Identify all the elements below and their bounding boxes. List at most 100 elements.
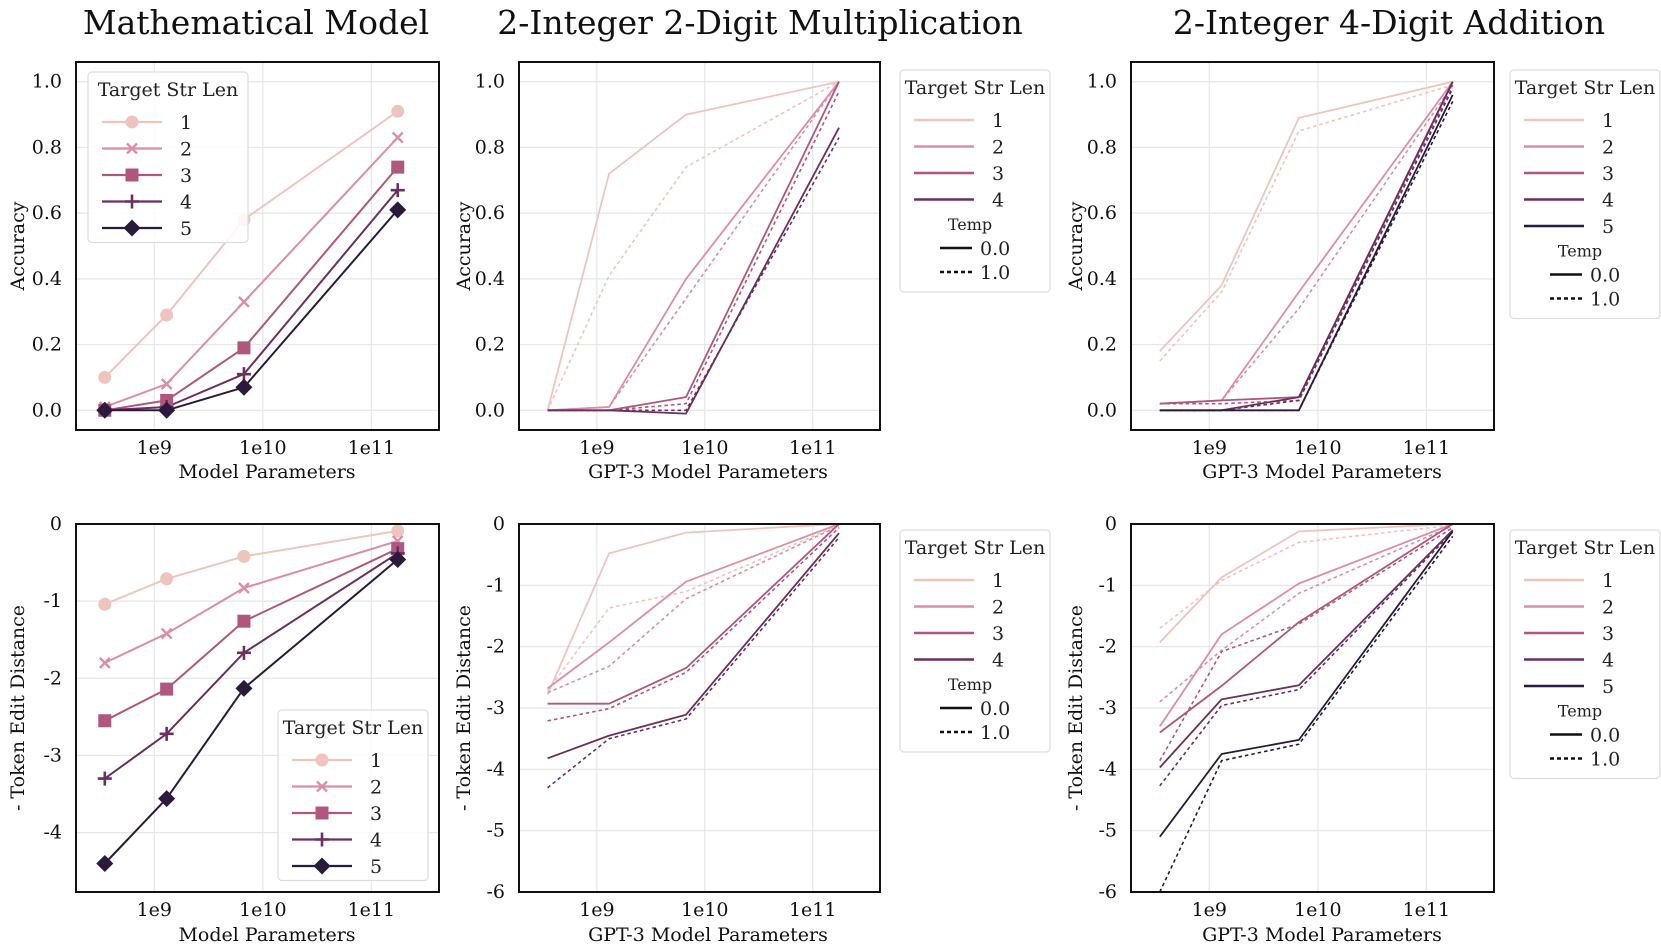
series-line-3-temp-0.0 — [1159, 524, 1454, 734]
legend-math-acc: Target Str Len 1 2 3 4 5 — [87, 71, 249, 244]
x-tick-label: 1e9 — [137, 437, 172, 459]
x-tick-label: 1e11 — [1403, 899, 1451, 921]
data-point-marker — [389, 201, 407, 219]
legend-label-3: 3 — [1602, 623, 1614, 645]
x-tick-label: 1e9 — [137, 899, 172, 921]
x-tick-label: 1e10 — [1294, 899, 1342, 921]
legend-marker — [315, 753, 329, 767]
series-line-1-temp-0.0 — [546, 80, 840, 411]
y-tick-label: -4 — [1098, 758, 1117, 780]
series-line-3-temp-1.0 — [1159, 527, 1454, 762]
series-line-5-temp-1.0 — [1159, 535, 1454, 892]
legend-marker — [316, 780, 328, 793]
y-tick-label: 0.4 — [32, 268, 62, 290]
legend-label-5: 5 — [370, 856, 382, 878]
series-line-4-temp-0.0 — [547, 532, 840, 760]
data-point-marker — [160, 378, 173, 390]
data-point-marker — [235, 679, 253, 697]
y-tick-label: 0.8 — [1087, 136, 1117, 158]
y-tick-label: -3 — [43, 744, 62, 766]
data-point-marker — [159, 726, 174, 741]
y-tick-label: 0.2 — [1087, 334, 1117, 356]
y-tick-label: 0.4 — [1087, 268, 1117, 290]
data-point-marker — [158, 790, 176, 808]
series-line-2 — [104, 136, 399, 408]
series-line-2-temp-0.0 — [1159, 524, 1454, 727]
series-line-2-temp-1.0 — [547, 81, 840, 412]
legend-label-4: 4 — [180, 192, 192, 214]
x-axis-label: GPT-3 Model Parameters — [1202, 924, 1442, 946]
column-title-math: Mathematical Model — [83, 3, 429, 42]
legend-label-1: 1 — [180, 112, 192, 134]
y-tick-label: 0.6 — [475, 202, 505, 224]
x-tick-label: 1e11 — [348, 899, 396, 921]
x-axis-label: GPT-3 Model Parameters — [588, 924, 828, 946]
series-group — [546, 80, 840, 415]
series-line-4 — [104, 189, 399, 412]
legend-temp-label-0.0: 0.0 — [1590, 725, 1620, 747]
subplot-math-ted: 1e9 1e10 1e11 0 -1 -2 -3 -4 Model Parameters - To… — [7, 513, 440, 946]
legend-label-4: 4 — [992, 650, 1004, 672]
y-tick-label: 0 — [493, 513, 505, 535]
y-tick-label: -6 — [486, 881, 505, 903]
legend-temp-label-1.0: 1.0 — [980, 262, 1010, 284]
series-line-2-temp-0.0 — [547, 524, 840, 690]
y-tick-label: 0.8 — [32, 136, 62, 158]
y-axis-label: - Token Edit Distance — [453, 605, 475, 811]
data-point-marker — [160, 682, 174, 696]
y-axis-label: Accuracy — [1065, 201, 1087, 291]
legend-math-ted: Target Str Len 1 2 3 4 5 — [277, 709, 429, 882]
legend-label-3: 3 — [992, 163, 1004, 185]
data-point-marker — [98, 657, 111, 669]
legend-marker — [315, 806, 329, 820]
legend-box — [277, 709, 429, 882]
legend-title: Target Str Len — [1515, 77, 1656, 99]
subplot-mult-acc: 1e9 1e10 1e11 0.0 0.2 0.4 0.6 0.8 1.0 GPT-3 Model… — [453, 61, 881, 483]
y-tick-label: 0.0 — [475, 399, 505, 421]
plot-frame — [75, 61, 440, 431]
legend-box — [899, 69, 1051, 293]
x-tick-label: 1e9 — [1192, 437, 1227, 459]
series-line-4-temp-1.0 — [547, 536, 840, 789]
legend-label-2: 2 — [1602, 597, 1614, 619]
legend-label-1: 1 — [1602, 110, 1614, 132]
series-line-4-temp-0.0 — [547, 127, 840, 415]
legend-marker — [315, 832, 329, 847]
y-tick-label: 0.2 — [32, 334, 62, 356]
x-axis-label: Model Parameters — [178, 924, 355, 946]
y-axis-label: - Token Edit Distance — [1065, 605, 1087, 811]
y-tick-label: 0.0 — [32, 399, 62, 421]
data-point-marker — [389, 550, 407, 568]
legend-box — [899, 529, 1051, 753]
legend-box — [1509, 69, 1661, 320]
series-line-3 — [104, 547, 399, 722]
series-line-1-temp-1.0 — [1159, 524, 1453, 629]
y-tick-label: 0.4 — [475, 268, 505, 290]
subplot-add-ted: 1e9 1e10 1e11 0 -1 -2 -3 -4 -5 -6 GPT-3 Model Para… — [1065, 513, 1495, 946]
series-line-1-temp-1.0 — [546, 81, 840, 411]
y-tick-label: -3 — [486, 697, 505, 719]
legend-label-2: 2 — [180, 139, 192, 161]
x-tick-label: 1e11 — [1403, 437, 1451, 459]
data-point-marker — [236, 645, 251, 660]
y-axis-label: Accuracy — [7, 201, 29, 291]
series-line-5 — [104, 558, 399, 865]
x-tick-label: 1e9 — [579, 899, 614, 921]
legend-temp-title: Temp — [1558, 702, 1602, 721]
legend-label-1: 1 — [370, 750, 382, 772]
legend-marker — [125, 194, 139, 209]
data-point-marker — [98, 714, 112, 728]
series-group — [1159, 80, 1454, 412]
y-tick-label: -4 — [43, 822, 62, 844]
x-tick-label: 1e11 — [789, 437, 837, 459]
legend-label-4: 4 — [370, 830, 382, 852]
series-line-5 — [104, 209, 399, 412]
data-point-marker — [391, 104, 405, 118]
legend-label-5: 5 — [1602, 676, 1614, 698]
x-tick-label: 1e9 — [579, 437, 614, 459]
y-tick-label: -1 — [486, 574, 505, 596]
data-point-marker — [235, 378, 253, 396]
